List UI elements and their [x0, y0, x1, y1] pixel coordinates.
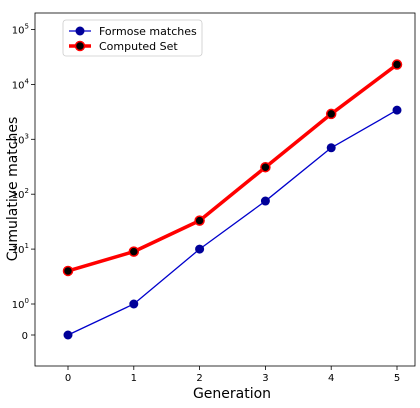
series-line-0 — [67, 109, 398, 336]
y-axis-label: Cumulative matches — [5, 117, 21, 262]
data-point — [260, 161, 271, 173]
data-point — [326, 143, 336, 153]
series-line-1 — [67, 63, 399, 273]
series-layer — [62, 59, 403, 340]
x-tick-label: 0 — [65, 373, 71, 384]
legend-label-formose: Formose matches — [99, 25, 197, 38]
x-tick-label: 1 — [131, 373, 137, 384]
legend-label-computed: Computed Set — [99, 40, 178, 53]
plot-area — [34, 12, 416, 367]
legend-marker-computed — [74, 40, 86, 52]
data-point — [195, 244, 205, 254]
data-point — [128, 246, 140, 257]
x-axis-label: Generation — [193, 386, 271, 402]
x-tick-label: 2 — [196, 373, 202, 384]
y-tick-label: 101 — [12, 242, 29, 256]
y-tick-label: 100 — [12, 297, 29, 311]
data-point — [194, 215, 205, 226]
data-point — [391, 59, 403, 70]
x-tick-label: 4 — [328, 373, 334, 384]
data-point — [392, 105, 402, 115]
data-point — [62, 265, 74, 277]
y-axis-ticks: 0 100 101 102 103 104 105 — [12, 23, 35, 342]
legend-marker-formose — [75, 26, 85, 36]
x-tick-label: 5 — [394, 373, 400, 384]
legend: Formose matches Computed Set — [62, 19, 203, 57]
data-point — [260, 196, 270, 206]
y-tick-label: 102 — [12, 187, 29, 201]
y-tick-label: 104 — [12, 77, 30, 91]
y-tick-label: 103 — [12, 132, 29, 146]
x-axis-ticks: 0 1 2 3 4 5 — [65, 366, 400, 384]
x-tick-label: 3 — [262, 373, 268, 384]
data-point — [63, 330, 73, 340]
data-point — [325, 108, 337, 120]
y-tick-label: 105 — [12, 23, 29, 37]
data-point — [129, 299, 139, 309]
legend-box — [62, 19, 203, 57]
y-tick-label: 0 — [22, 331, 28, 342]
